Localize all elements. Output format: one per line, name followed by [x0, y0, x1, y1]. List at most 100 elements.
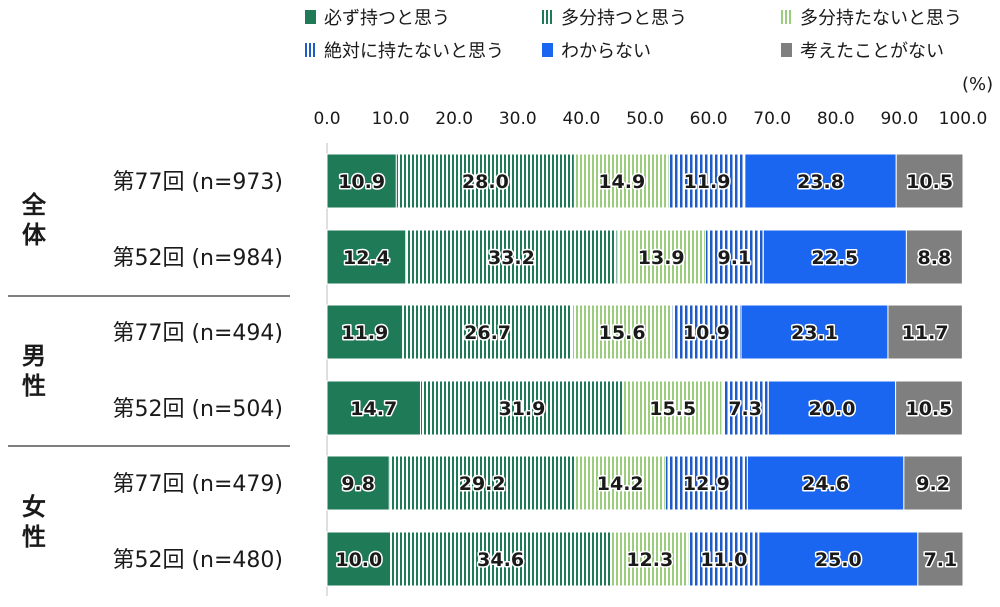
data-label: 10.9	[338, 171, 385, 193]
data-label: 9.1	[718, 247, 752, 269]
bar-segment	[402, 304, 573, 360]
legend-swatch	[542, 43, 553, 57]
data-label: 12.9	[683, 473, 730, 495]
data-label: 23.1	[791, 322, 838, 344]
bar-segment	[388, 455, 576, 511]
data-label: 33.2	[488, 247, 535, 269]
bar-segment	[895, 380, 963, 436]
data-label: 14.2	[597, 473, 644, 495]
data-label: 24.6	[802, 473, 849, 495]
bar-segment	[762, 229, 907, 285]
data-label: 10.5	[906, 398, 953, 420]
bar-segment	[721, 380, 769, 436]
row-label: 第52回 (n=504)	[112, 397, 283, 422]
data-label: 12.4	[343, 247, 390, 269]
data-label: 11.9	[341, 322, 388, 344]
x-tick-label: 30.0	[499, 109, 537, 129]
data-label: 10.9	[683, 322, 730, 344]
legend-label: 絶対に持たないと思う	[324, 41, 504, 62]
data-label: 9.8	[341, 473, 375, 495]
data-label: 7.3	[728, 398, 762, 420]
row-label: 第77回 (n=479)	[112, 472, 283, 497]
bar-segment	[326, 380, 421, 436]
data-label: 8.8	[918, 247, 952, 269]
group-label: 男性	[22, 342, 46, 400]
bar-segment	[326, 531, 392, 587]
bar-segment	[744, 153, 897, 209]
row-label: 第52回 (n=480)	[112, 548, 283, 573]
bar-segment	[610, 531, 690, 587]
legend-swatch	[542, 10, 553, 24]
data-label: 20.0	[809, 398, 856, 420]
legend-label: わからない	[561, 41, 651, 62]
data-label: 29.2	[459, 473, 506, 495]
row-label: 第77回 (n=494)	[112, 321, 283, 346]
bar-segment	[419, 380, 624, 436]
x-tick-label: 40.0	[562, 109, 600, 129]
data-label: 14.9	[598, 171, 645, 193]
bar-segment	[668, 153, 746, 209]
legend-label: 考えたことがない	[800, 41, 944, 62]
data-label: 11.0	[700, 549, 747, 571]
bar-segment	[758, 531, 919, 587]
data-label: 28.0	[462, 171, 509, 193]
legend-item: 絶対に持たないと思う	[305, 35, 504, 65]
x-tick-label: 0.0	[313, 109, 340, 129]
legend-item: 多分持つと思う	[542, 2, 687, 32]
x-tick-label: 60.0	[690, 109, 728, 129]
x-tick-label: 50.0	[626, 109, 664, 129]
data-label: 22.5	[811, 247, 858, 269]
data-label: 31.9	[498, 398, 545, 420]
bar-segment	[887, 304, 963, 360]
x-tick-label: 80.0	[817, 109, 855, 129]
x-tick-label: 100.0	[939, 109, 988, 129]
group-label: 全体	[21, 191, 47, 249]
legend-item: わからない	[542, 35, 651, 65]
data-label: 14.7	[350, 398, 397, 420]
bar-segment	[622, 380, 723, 436]
data-label: 23.8	[797, 171, 844, 193]
data-label: 11.9	[684, 171, 731, 193]
x-tick-label: 20.0	[435, 109, 473, 129]
data-label: 25.0	[815, 549, 862, 571]
bar-segment	[390, 531, 612, 587]
data-label: 10.0	[335, 549, 382, 571]
data-label: 13.9	[638, 247, 685, 269]
data-label: 26.7	[464, 322, 511, 344]
row-label: 第52回 (n=984)	[112, 246, 283, 271]
group-label: 女性	[22, 493, 46, 551]
x-tick-label: 70.0	[753, 109, 791, 129]
data-label: 15.5	[649, 398, 696, 420]
bar-segment	[767, 380, 897, 436]
x-tick-label: 10.0	[372, 109, 410, 129]
data-label: 15.6	[599, 322, 646, 344]
bar-segment	[326, 229, 407, 285]
bar-segment	[895, 153, 964, 209]
legend-swatch	[781, 43, 792, 57]
data-label: 12.3	[626, 549, 673, 571]
bar-segment	[903, 455, 963, 511]
bar-segment	[664, 455, 748, 511]
data-label: 34.6	[477, 549, 524, 571]
bar-segment	[917, 531, 964, 587]
legend-label: 多分持つと思う	[561, 8, 687, 29]
unit-label: (%)	[962, 74, 994, 95]
bar-segment	[704, 229, 764, 285]
x-tick-label: 90.0	[880, 109, 918, 129]
legend-label: 多分持たないと思う	[800, 8, 962, 29]
legend-swatch	[305, 10, 316, 24]
legend-item: 多分持たないと思う	[781, 2, 962, 32]
bar-segment	[326, 304, 404, 360]
bar-segment	[905, 229, 963, 285]
bar-segment	[671, 304, 742, 360]
bar-segment	[574, 455, 666, 511]
bar-segment	[746, 455, 905, 511]
legend-label: 必ず持つと思う	[324, 8, 450, 29]
chart-legend: 必ず持つと思う 多分持つと思う 多分持たないと思う絶対に持たないと思う わからない 考え…	[305, 2, 995, 72]
legend-item: 考えたことがない	[781, 35, 944, 65]
legend-item: 必ず持つと思う	[305, 2, 450, 32]
legend-swatch	[305, 43, 316, 57]
data-label: 11.7	[902, 322, 949, 344]
bar-segment	[571, 304, 673, 360]
